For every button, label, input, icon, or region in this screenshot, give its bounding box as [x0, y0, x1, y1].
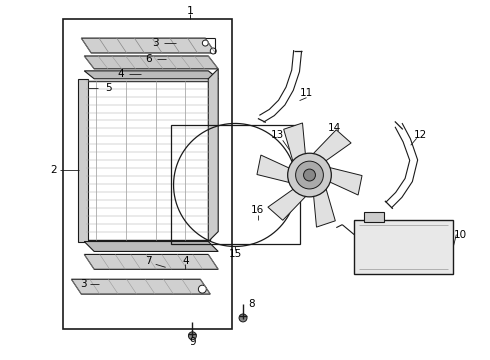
Text: 8: 8: [248, 299, 255, 309]
Text: 11: 11: [300, 88, 313, 98]
Circle shape: [202, 40, 208, 46]
Text: 3: 3: [80, 279, 87, 289]
Polygon shape: [313, 181, 335, 227]
Polygon shape: [84, 71, 218, 79]
Circle shape: [189, 332, 196, 340]
Text: 9: 9: [189, 337, 196, 347]
Text: 3: 3: [152, 38, 159, 48]
Circle shape: [198, 285, 206, 293]
Polygon shape: [284, 123, 306, 169]
Polygon shape: [84, 255, 218, 269]
Bar: [364, 212, 384, 222]
Bar: [63, 19, 232, 329]
Text: 4: 4: [118, 69, 124, 79]
Text: 7: 7: [146, 256, 152, 266]
Text: 6: 6: [146, 54, 152, 64]
Text: 12: 12: [414, 130, 427, 140]
Text: 10: 10: [454, 230, 467, 239]
Polygon shape: [84, 242, 218, 251]
Circle shape: [210, 48, 216, 54]
Circle shape: [295, 161, 323, 189]
Text: 5: 5: [105, 83, 111, 93]
Polygon shape: [84, 56, 218, 69]
Polygon shape: [81, 38, 215, 53]
Bar: [354, 220, 453, 274]
Circle shape: [239, 314, 247, 322]
Text: 2: 2: [50, 165, 57, 175]
Text: 1: 1: [187, 6, 194, 16]
Bar: [86, 81, 210, 239]
Polygon shape: [78, 79, 88, 242]
Text: 4: 4: [182, 256, 189, 266]
Polygon shape: [319, 166, 362, 195]
Circle shape: [288, 153, 331, 197]
Polygon shape: [257, 155, 299, 184]
Polygon shape: [72, 279, 210, 294]
Circle shape: [303, 169, 316, 181]
Text: 16: 16: [251, 205, 265, 215]
Polygon shape: [208, 69, 218, 242]
Text: 14: 14: [328, 123, 341, 134]
Bar: [171, 125, 299, 244]
Polygon shape: [308, 130, 351, 167]
Text: 15: 15: [228, 249, 242, 260]
Text: 13: 13: [271, 130, 284, 140]
Polygon shape: [268, 183, 311, 220]
